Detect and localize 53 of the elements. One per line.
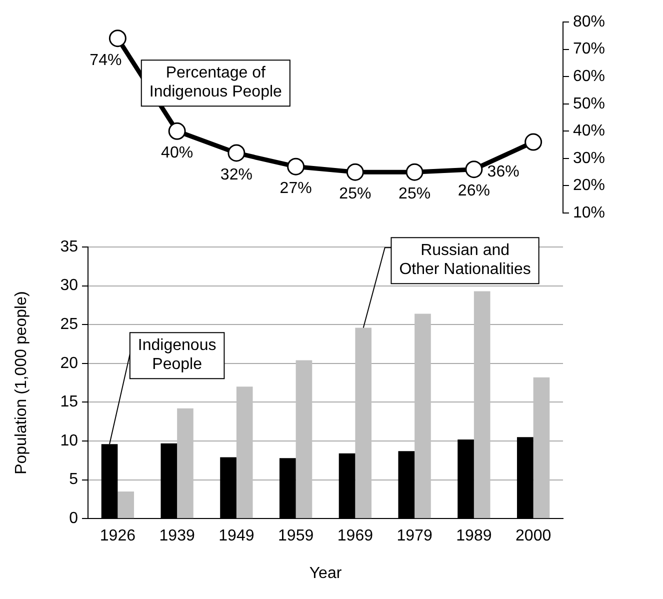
data-label: 26% xyxy=(458,182,490,200)
bar xyxy=(474,291,490,518)
y-tick-label: 25 xyxy=(60,316,78,334)
y-tick-label: 0 xyxy=(69,510,78,528)
y-tick-label: 15 xyxy=(60,394,78,411)
bar xyxy=(414,314,431,518)
x-tick-label: 1969 xyxy=(337,528,374,545)
y-tick-label: 10 xyxy=(60,432,78,450)
y-tick-label: 40% xyxy=(573,122,606,140)
bar xyxy=(177,408,194,518)
bar xyxy=(236,386,253,518)
x-tick-label: 1959 xyxy=(278,528,314,545)
y-tick-label: 10% xyxy=(573,204,606,222)
data-label: 32% xyxy=(220,166,252,184)
bar xyxy=(355,328,372,518)
x-tick-label: 1949 xyxy=(218,528,254,545)
text: Indigenous People xyxy=(138,337,216,374)
point xyxy=(168,122,186,140)
y-tick-label: 30 xyxy=(60,277,78,294)
point xyxy=(406,163,424,181)
y-tick-label: 30% xyxy=(573,150,606,167)
point xyxy=(228,144,246,162)
y-tick-label: 60% xyxy=(573,68,606,85)
data-label: 74% xyxy=(90,52,122,69)
series-label: Percentage of Indigenous People xyxy=(149,64,282,101)
x-tick-label: 2000 xyxy=(516,528,552,545)
y-tick-label: 70% xyxy=(573,40,606,58)
x-tick-label: 1926 xyxy=(100,528,136,545)
x-axis-title: Year xyxy=(309,564,342,582)
data-label: 40% xyxy=(161,144,194,162)
y-tick-label: 50% xyxy=(573,95,606,112)
point xyxy=(524,133,542,151)
y-tick-label: 5 xyxy=(69,471,78,488)
point xyxy=(108,30,126,48)
point xyxy=(465,160,483,178)
y-tick-label: 20 xyxy=(60,354,78,372)
x-tick-label: 1939 xyxy=(159,528,195,545)
bar xyxy=(118,491,134,518)
point xyxy=(287,158,305,176)
data-label: 25% xyxy=(339,185,372,202)
y-tick-label: 35 xyxy=(60,238,78,256)
data-label: 36% xyxy=(487,163,520,180)
bar xyxy=(296,360,312,518)
point xyxy=(346,163,364,181)
data-label: 25% xyxy=(398,185,431,202)
y-axis-title: Population (1,000 people) xyxy=(13,291,30,474)
text: Russian and Other Nationalities xyxy=(399,242,531,278)
bar xyxy=(533,377,550,518)
x-tick-label: 1979 xyxy=(396,528,432,545)
x-tick-label: 1989 xyxy=(456,528,492,545)
data-label: 27% xyxy=(280,180,312,198)
y-tick-label: 80% xyxy=(573,13,606,30)
y-tick-label: 20% xyxy=(573,177,606,194)
